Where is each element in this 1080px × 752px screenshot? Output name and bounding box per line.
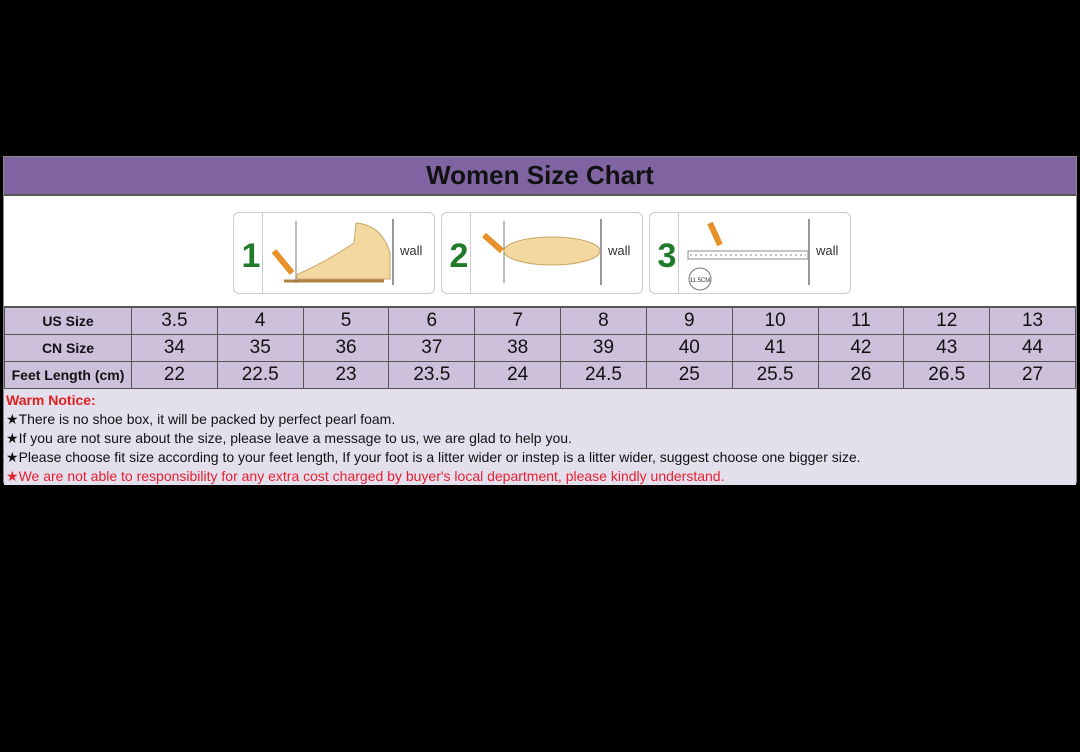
table-cell: 9 (645, 307, 733, 335)
table-cell: 35 (216, 334, 304, 362)
table-cell: 38 (474, 334, 562, 362)
foot-top-illustration (482, 221, 601, 283)
table-cell: 11 (817, 307, 905, 335)
table-cell: 23 (302, 361, 390, 389)
table-cell: 7 (474, 307, 562, 335)
table-cell: 25 (645, 361, 733, 389)
table-cell: 39 (560, 334, 647, 362)
table-cell: 22 (131, 361, 218, 389)
ruler-illustration: 11.5CM (687, 221, 809, 291)
table-cell: 41 (731, 334, 819, 362)
table-cell: 6 (388, 307, 476, 335)
table-row: Feet Length (cm) 22 22.5 23 23.5 24 24.5 25 25.5… (4, 361, 1076, 389)
table-cell: 4 (216, 307, 304, 335)
table-cell: 3.5 (131, 307, 218, 335)
notice-item: ★We are not able to responsibility for a… (6, 468, 725, 484)
table-cell: 10 (731, 307, 819, 335)
measuring-instructions: 1 wall 2 wall 3 (4, 196, 1076, 307)
table-cell: 23.5 (388, 361, 476, 389)
chart-title: Women Size Chart (4, 157, 1076, 196)
table-cell: 13 (989, 307, 1076, 335)
table-cell: 42 (817, 334, 905, 362)
foot-side-illustration (271, 221, 391, 283)
table-cell: 12 (903, 307, 991, 335)
notice-title: Warm Notice: (6, 392, 96, 408)
table-cell: 22.5 (216, 361, 304, 389)
table-row: CN Size 34 35 36 37 38 39 40 41 42 43 44 (4, 334, 1076, 362)
table-cell: 26 (817, 361, 905, 389)
row-label: CN Size (4, 334, 132, 362)
table-row: US Size 3.5 4 5 6 7 8 9 10 11 12 13 (4, 307, 1076, 335)
warm-notice: Warm Notice: ★There is no shoe box, it w… (4, 389, 1076, 485)
row-label: US Size (4, 307, 132, 335)
table-cell: 43 (903, 334, 991, 362)
notice-item: ★Please choose fit size according to you… (6, 449, 861, 465)
table-cell: 36 (302, 334, 390, 362)
table-cell: 8 (560, 307, 647, 335)
table-cell: 40 (645, 334, 733, 362)
step-number: 2 (449, 237, 469, 275)
svg-text:11.5CM: 11.5CM (690, 278, 711, 284)
step-1-panel: 1 wall (233, 212, 435, 294)
table-cell: 24 (474, 361, 562, 389)
notice-item: ★If you are not sure about the size, ple… (6, 430, 572, 446)
step-2-panel: 2 wall (441, 212, 643, 294)
step-number: 3 (657, 237, 677, 275)
table-cell: 27 (989, 361, 1076, 389)
table-cell: 24.5 (560, 361, 647, 389)
table-cell: 44 (989, 334, 1076, 362)
notice-item: ★There is no shoe box, it will be packed… (6, 411, 396, 427)
table-cell: 34 (131, 334, 218, 362)
row-label: Feet Length (cm) (4, 361, 132, 389)
size-table: US Size 3.5 4 5 6 7 8 9 10 11 12 13 CN Size 34 35 36 37 3… (4, 307, 1076, 389)
table-cell: 5 (302, 307, 390, 335)
step-3-panel: 3 11.5CM wall (649, 212, 851, 294)
step-number: 1 (241, 237, 261, 275)
table-cell: 37 (388, 334, 476, 362)
size-chart: Women Size Chart 1 wall 2 wall (3, 156, 1077, 485)
table-cell: 26.5 (903, 361, 991, 389)
table-cell: 25.5 (731, 361, 819, 389)
